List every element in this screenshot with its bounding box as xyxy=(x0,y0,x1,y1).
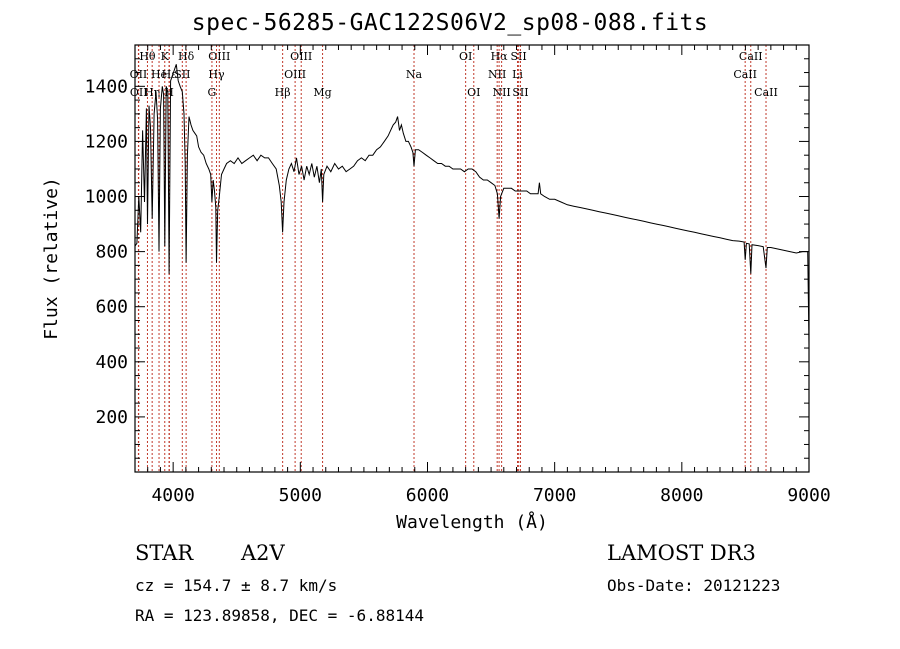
line-label: OI xyxy=(467,86,480,99)
y-tick-label: 400 xyxy=(95,352,128,373)
line-label: Hη xyxy=(144,86,160,99)
line-label: SII xyxy=(511,50,527,63)
line-label: OIII xyxy=(208,50,230,63)
line-label: He xyxy=(151,68,167,81)
line-label: CaII xyxy=(733,68,757,81)
line-label: OIII xyxy=(284,68,306,81)
line-label: H xyxy=(164,86,174,99)
y-tick-label: 800 xyxy=(95,242,128,263)
plot-frame xyxy=(134,44,810,473)
x-tick-label: 8000 xyxy=(660,485,703,506)
y-tick-label: 200 xyxy=(95,407,128,428)
line-label: Hα xyxy=(491,50,509,63)
x-axis-label: Wavelength (Å) xyxy=(396,511,548,533)
line-label: Hβ xyxy=(275,86,291,99)
object-class: STAR xyxy=(135,541,194,565)
line-label: Li xyxy=(512,68,523,81)
line-label: K xyxy=(161,50,170,63)
line-label: Hθ xyxy=(139,50,156,63)
line-label: NII xyxy=(488,68,506,81)
line-label: Na xyxy=(406,68,423,81)
line-label: OIII xyxy=(290,50,312,63)
line-label: Hγ xyxy=(208,68,225,81)
chart-title: spec-56285-GAC122S06V2_sp08-088.fits xyxy=(191,10,709,36)
line-label: CaII xyxy=(739,50,763,63)
x-tick-label: 4000 xyxy=(151,485,194,506)
spectrum-line xyxy=(134,64,810,346)
redshift-value: cz = 154.7 ± 8.7 km/s xyxy=(135,576,338,595)
y-tick-label: 1200 xyxy=(85,131,128,152)
x-tick-label: 6000 xyxy=(406,485,449,506)
object-subclass: A2V xyxy=(241,541,285,565)
x-tick-label: 5000 xyxy=(279,485,322,506)
line-label: SII xyxy=(512,86,528,99)
line-label: Mg xyxy=(313,86,331,99)
x-tick-label: 7000 xyxy=(533,485,576,506)
line-label: OI xyxy=(459,50,472,63)
line-label: NII xyxy=(492,86,510,99)
line-label: Hδ xyxy=(178,50,195,63)
y-tick-label: 1000 xyxy=(85,187,128,208)
line-label: CaII xyxy=(754,86,778,99)
y-tick-label: 1400 xyxy=(85,76,128,97)
line-label: OII xyxy=(130,86,148,99)
x-tick-label: 9000 xyxy=(787,485,830,506)
survey-name: LAMOST DR3 xyxy=(607,541,756,565)
coordinates: RA = 123.89858, DEC = -6.88144 xyxy=(135,606,424,625)
y-axis-label: Flux (relative) xyxy=(41,177,62,340)
observation-date: Obs-Date: 20121223 xyxy=(607,576,781,595)
line-label: G xyxy=(208,86,217,99)
y-tick-label: 600 xyxy=(95,297,128,318)
